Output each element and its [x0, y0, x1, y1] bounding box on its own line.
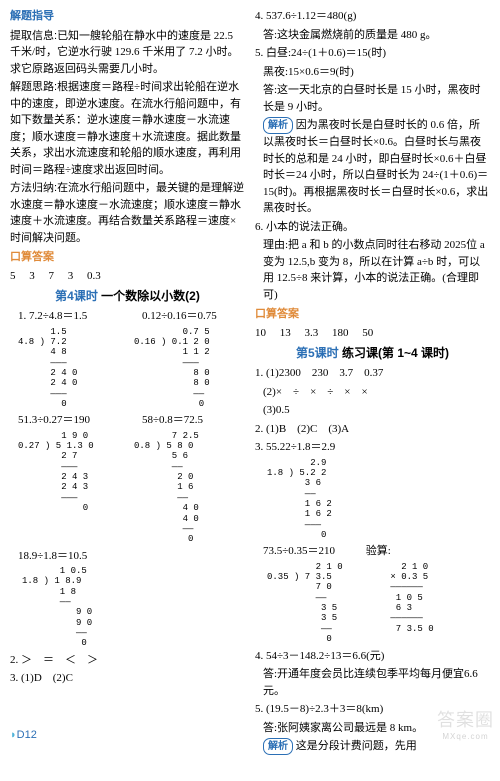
- div3a: 2.9 1.8 ) 5.2 2 3 6 —— 1 6 2 1 6 2 ——— 0: [267, 458, 332, 541]
- q1c: 51.3÷0.27＝190: [18, 412, 128, 429]
- lesson5-title: 第5课时 练习课(第 1~4 课时): [255, 344, 490, 362]
- solution-label: 解题思路:: [10, 81, 57, 93]
- kousuan-header-right: 口算答案: [255, 306, 490, 323]
- kousuan-values-left: 5 3 7 3 0.3: [10, 268, 245, 285]
- method-summary: 方法归纳:在流水行船问题中，最关键的是理解逆水速度＝静水速度－水流速度；顺水速度…: [10, 180, 245, 246]
- q3: 3. (1)D (2)C: [10, 670, 245, 687]
- header-jieti: 解题指导: [10, 8, 245, 25]
- kv: 0.3: [87, 270, 101, 282]
- q5b: 黑夜:15×0.6＝9(时): [263, 64, 490, 81]
- div3b: 2 1 0 0.35 ) 7 3.5 7 0 —— 3 5 3 5 —— 0: [267, 562, 371, 645]
- div3-row: 2 1 0 0.35 ) 7 3.5 7 0 —— 3 5 3 5 —— 0 2…: [267, 562, 490, 645]
- q1b: 0.12÷0.16＝0.75: [142, 308, 217, 325]
- r1a: 1. (1)2300 230 3.7 0.37: [255, 365, 490, 382]
- kv: 13: [280, 327, 291, 339]
- lesson5-name: 练习课(第 1~4 课时): [342, 346, 449, 360]
- div-row1: 1.5 4.8 ) 7.2 4 8 ——— 2 4 0 2 4 0 ——— 0 …: [18, 327, 245, 410]
- q1-row2: 51.3÷0.27＝190 58÷0.8＝72.5: [18, 412, 245, 429]
- r4a: 4. 54÷3－148.2÷13＝6.6(元): [255, 648, 490, 665]
- solution-path: 解题思路:根据速度＝路程÷时间求出轮船在逆水中的速度，即逆水速度。在流水行船问题…: [10, 79, 245, 178]
- kv: 10: [255, 327, 266, 339]
- kv: 5: [10, 270, 16, 282]
- r3a: 3. 55.22÷1.8＝2.9: [255, 439, 490, 456]
- q1e: 18.9÷1.8＝10.5: [18, 548, 245, 565]
- footer-text: D12: [17, 729, 37, 741]
- r1b: (2)× ÷ × ÷ × ×: [263, 384, 490, 401]
- div1b: 0.7 5 0.16 ) 0.1 2 0 1 1 2 ——— 8 0 8 0 —…: [134, 327, 210, 410]
- left-column: 解题指导 提取信息:已知一艘轮船在静水中的速度是 22.5 千米/时，它逆水行驶…: [10, 8, 245, 757]
- q4a: 4. 537.6÷1.12＝480(g): [255, 8, 490, 25]
- extract-label: 提取信息:: [10, 30, 57, 42]
- q5c: 答:这一天北京的白昼时长是 15 小时，黑夜时长是 9 小时。: [263, 82, 490, 115]
- q6a: 6. 小本的说法正确。: [255, 219, 490, 236]
- page-footer: ◗D12: [10, 729, 37, 741]
- r5c: 这是分段计费问题，先用: [296, 740, 417, 752]
- lesson4-pill: 第4课时: [55, 289, 98, 303]
- watermark: 答案圈MXqe.com: [437, 706, 494, 741]
- q2: 2. ＞ ＝ ＜ ＞: [10, 652, 245, 669]
- kousuan-values-right: 10 13 3.3 180 50: [255, 325, 490, 342]
- r2: 2. (1)B (2)C (3)A: [255, 421, 490, 438]
- q4b: 答:这块金属燃烧前的质量是 480 g。: [263, 27, 490, 44]
- kv: 3: [68, 270, 74, 282]
- div1d: 7 2.5 0.8 ) 5 8 0 5 6 —— 2 0 1 6 —— 4 0 …: [134, 431, 199, 545]
- method-label: 方法归纳:: [10, 182, 57, 194]
- yz-label: 验算:: [366, 545, 391, 557]
- solution-text: 根据速度＝路程÷时间求出轮船在逆水中的速度，即逆水速度。在流水行船问题中，有如下…: [10, 81, 241, 176]
- footer-icon: ◗: [10, 729, 17, 741]
- r3b: 73.5÷0.35＝210 验算:: [263, 543, 490, 560]
- kv: 7: [49, 270, 55, 282]
- q1d: 58÷0.8＝72.5: [142, 412, 203, 429]
- q5-jiexi: 解析 因为黑夜时长是白昼时长的 0.6 倍，所以黑夜时长＝白昼时长×0.6。白昼…: [263, 117, 490, 217]
- extract-info: 提取信息:已知一艘轮船在静水中的速度是 22.5 千米/时，它逆水行驶 129.…: [10, 28, 245, 78]
- r4b: 答:开通年度会员比连续包季平均每月便宜6.6 元。: [263, 666, 490, 699]
- div1a: 1.5 4.8 ) 7.2 4 8 ——— 2 4 0 2 4 0 ——— 0: [18, 327, 120, 410]
- r1c: (3)0.5: [263, 402, 490, 419]
- q6b: 理由:把 a 和 b 的小数点同时往右移动 2025位 a 变为 12.5,b …: [263, 237, 490, 303]
- lesson4-title: 第4课时 一个数除以小数(2): [10, 287, 245, 305]
- kv: 50: [362, 327, 373, 339]
- div3c: 2 1 0 × 0.3 5 —————— 1 0 5 6 3 —————— 7 …: [385, 562, 434, 645]
- kv: 3.3: [305, 327, 319, 339]
- kv: 3: [29, 270, 35, 282]
- kousuan-header-left: 口算答案: [10, 249, 245, 266]
- jiexi-pill: 解析: [263, 117, 293, 134]
- q5d: 因为黑夜时长是白昼时长的 0.6 倍，所以黑夜时长＝白昼时长×0.6。白昼时长与…: [263, 119, 488, 214]
- div1e: 1 0.5 1.8 ) 1 8.9 1 8 —— 9 0 9 0 —— 0: [22, 566, 92, 649]
- div-row2: 1 9 0 0.27 ) 5 1.3 0 2 7 ——— 2 4 3 2 4 3…: [18, 431, 245, 545]
- div1c: 1 9 0 0.27 ) 5 1.3 0 2 7 ——— 2 4 3 2 4 3…: [18, 431, 120, 545]
- r3b-text: 73.5÷0.35＝210: [263, 545, 335, 557]
- right-column: 4. 537.6÷1.12＝480(g) 答:这块金属燃烧前的质量是 480 g…: [255, 8, 490, 757]
- lesson4-name: 一个数除以小数(2): [101, 289, 200, 303]
- q1a: 1. 7.2÷4.8＝1.5: [18, 308, 128, 325]
- q5a: 5. 白昼:24÷(1＋0.6)＝15(时): [255, 45, 490, 62]
- lesson5-pill: 第5课时: [296, 346, 339, 360]
- q1-row1: 1. 7.2÷4.8＝1.5 0.12÷0.16＝0.75: [18, 308, 245, 325]
- kv: 180: [332, 327, 349, 339]
